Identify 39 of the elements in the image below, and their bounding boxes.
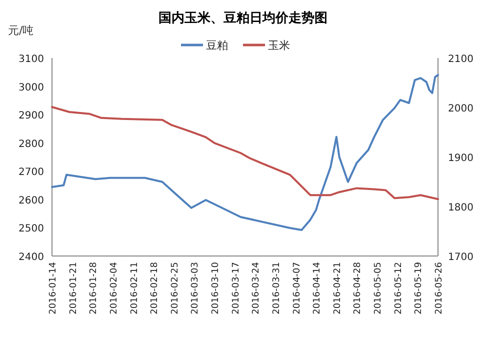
y-tick-label: 2700: [18, 167, 44, 178]
y-tick-label: 2400: [18, 252, 44, 263]
x-tick-label: 2016-05-19: [414, 262, 424, 314]
y-axis-title: 元/吨: [8, 24, 34, 37]
y2-tick-label: 1700: [448, 252, 474, 263]
x-tick-label: 2016-03-31: [272, 262, 282, 314]
x-tick-label: 2016-01-14: [48, 262, 58, 314]
x-tick-label: 2016-03-17: [231, 262, 242, 314]
y-tick-label: 3000: [18, 82, 44, 94]
x-tick-label: 2016-04-07: [292, 262, 302, 314]
legend-label: 玉米: [268, 39, 290, 52]
x-tick-label: 2016-04-21: [332, 262, 343, 314]
x-tick-label: 2016-03-03: [190, 262, 201, 314]
chart-title: 国内玉米、豆粕日均价走势图: [158, 10, 328, 26]
x-tick-label: 2016-05-12: [394, 262, 404, 314]
y2-tick-label: 1800: [448, 202, 474, 214]
y-tick-label: 2900: [18, 110, 44, 122]
x-tick-label: 2016-05-05: [374, 262, 384, 314]
x-tick-label: 2016-02-11: [130, 262, 140, 314]
y-tick-label: 3100: [18, 54, 44, 65]
x-tick-label: 2016-01-28: [89, 262, 100, 314]
y-tick-label: 2800: [18, 138, 44, 150]
x-tick-label: 2016-03-24: [252, 262, 262, 314]
y2-tick-label: 2100: [448, 54, 474, 65]
legend-label: 豆粕: [206, 39, 228, 52]
x-tick-label: 2016-05-26: [434, 262, 444, 314]
x-tick-label: 2016-03-10: [211, 262, 222, 314]
x-tick-label: 2016-04-28: [353, 262, 364, 314]
y-tick-label: 2500: [18, 224, 44, 235]
y2-tick-label: 2000: [448, 104, 474, 114]
x-tick-label: 2016-02-25: [170, 262, 180, 314]
line-series: [51, 106, 439, 200]
x-tick-label: 2016-04-14: [312, 262, 323, 314]
x-tick-label: 2016-02-18: [150, 262, 160, 314]
x-tick-label: 2016-01-21: [68, 262, 79, 314]
x-tick-label: 2016-02-04: [109, 262, 120, 314]
y-tick-label: 2600: [18, 195, 44, 206]
y2-tick-label: 1900: [448, 153, 474, 164]
line-series: [51, 74, 439, 231]
